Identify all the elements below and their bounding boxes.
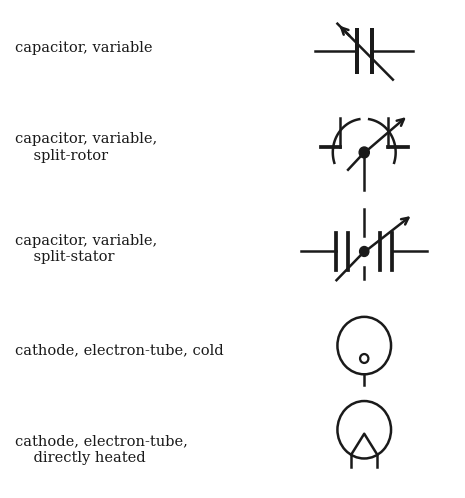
Text: capacitor, variable: capacitor, variable xyxy=(15,41,153,55)
Text: cathode, electron-tube,
    directly heated: cathode, electron-tube, directly heated xyxy=(15,434,188,465)
Text: capacitor, variable,
    split-rotor: capacitor, variable, split-rotor xyxy=(15,132,158,162)
Circle shape xyxy=(359,147,369,158)
Text: capacitor, variable,
    split-stator: capacitor, variable, split-stator xyxy=(15,234,158,264)
Circle shape xyxy=(359,247,369,256)
Text: cathode, electron-tube, cold: cathode, electron-tube, cold xyxy=(15,344,224,358)
